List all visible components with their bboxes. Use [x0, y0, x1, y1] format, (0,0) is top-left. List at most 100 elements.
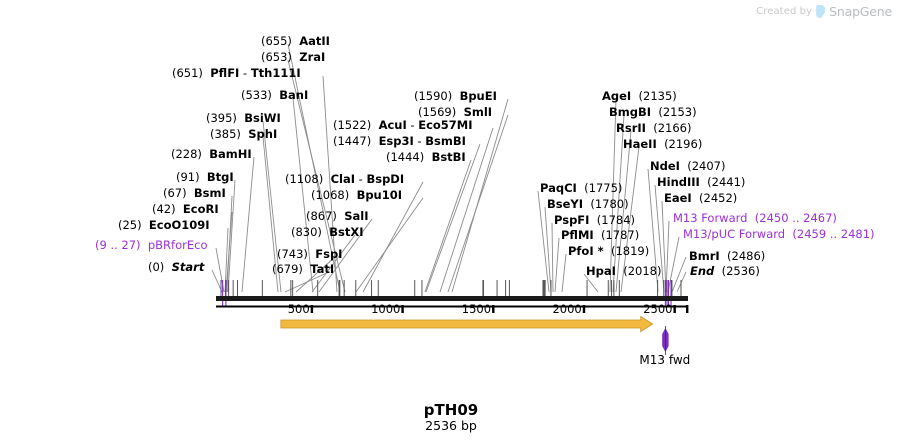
map-label[interactable]: (42) EcoRI	[152, 203, 219, 216]
label-enzyme-name: BstBI	[431, 150, 466, 164]
map-label[interactable]: (228) BamHI	[171, 148, 252, 161]
leader-line	[583, 273, 599, 293]
map-label[interactable]: (91) BtgI	[176, 171, 234, 184]
label-position: (2153)	[658, 105, 697, 119]
map-label[interactable]: BmrI (2486)	[689, 250, 765, 263]
label-position: (533)	[241, 88, 272, 102]
backbone-group	[216, 296, 688, 308]
ruler-tick-label: 1000	[371, 302, 401, 316]
label-separator: -	[354, 172, 367, 186]
leader-line	[362, 181, 424, 293]
map-label[interactable]: (1447) Esp3I - BsmBI	[333, 135, 466, 148]
map-label[interactable]: PaqCI (1775)	[540, 182, 622, 195]
feature-tick-group	[222, 280, 672, 307]
label-position: (67)	[163, 186, 187, 200]
leader-line	[318, 218, 373, 293]
map-label[interactable]: (25) EcoO109I	[118, 219, 210, 232]
label-enzyme-name: Bpu10I	[356, 188, 403, 202]
ruler-tick	[401, 305, 404, 313]
label-enzyme-name: HaeII	[623, 137, 657, 151]
map-label[interactable]: PspFI (1784)	[554, 214, 635, 227]
label-enzyme-name: PaqCI	[540, 181, 577, 195]
label-enzyme-name: Start	[171, 260, 205, 274]
label-position: (2166)	[653, 121, 692, 135]
label-enzyme-name: AcuI	[378, 118, 407, 132]
label-enzyme-name: HpaI	[586, 264, 616, 278]
leader-line	[667, 236, 680, 293]
label-enzyme-name: BstXI	[329, 225, 364, 239]
map-label[interactable]: (655) AatII	[261, 35, 330, 48]
label-enzyme-name: M13 Forward	[673, 211, 748, 225]
leader-line	[654, 184, 665, 293]
label-enzyme-name: ClaI	[330, 172, 355, 186]
map-label[interactable]: (743) FspI	[277, 248, 342, 261]
label-position: (2486)	[727, 249, 766, 263]
label-enzyme-name: BmrI	[689, 249, 720, 263]
label-position: (1522)	[333, 118, 372, 132]
map-label[interactable]: (1522) AcuI - Eco57MI	[333, 119, 473, 132]
leader-line	[292, 97, 314, 293]
map-label[interactable]: (9 .. 27) pBRforEco	[95, 239, 207, 252]
map-label[interactable]: (0) Start	[148, 261, 204, 274]
map-label[interactable]: (67) BsmI	[163, 187, 226, 200]
map-label[interactable]: (533) BanI	[241, 89, 308, 102]
primer-marker-label: M13 fwd	[639, 353, 691, 367]
map-label[interactable]: (1590) BpuEI	[414, 90, 497, 103]
map-label[interactable]: RsrII (2166)	[616, 122, 692, 135]
map-label[interactable]: (679) TatI	[272, 263, 334, 276]
label-position: (867)	[306, 209, 337, 223]
map-label[interactable]: (385) SphI	[210, 128, 277, 141]
label-position: (1780)	[590, 197, 629, 211]
map-label[interactable]: (867) SalI	[306, 210, 369, 223]
label-enzyme-name: PflFI	[210, 66, 240, 80]
leader-line	[287, 43, 341, 293]
label-enzyme-name: BtgI	[206, 170, 234, 184]
map-label[interactable]: (395) BsiWI	[206, 112, 281, 125]
label-enzyme-name: BsmI	[193, 186, 226, 200]
map-label[interactable]: (1108) ClaI - BspDI	[285, 173, 404, 186]
orf-arrow-group[interactable]	[280, 315, 654, 333]
label-separator: -	[406, 118, 419, 132]
map-label[interactable]: PfoI * (1819)	[568, 245, 649, 258]
map-label[interactable]: PflMI (1787)	[561, 229, 639, 242]
map-label[interactable]: (1068) Bpu10I	[311, 189, 402, 202]
map-label[interactable]: BseYI (1780)	[547, 198, 629, 211]
orf-arrow[interactable]	[280, 315, 654, 333]
label-enzyme-name: SphI	[248, 127, 278, 141]
leader-line	[554, 237, 560, 293]
plasmid-backbone[interactable]	[216, 296, 688, 301]
label-position: (2452)	[699, 191, 738, 205]
label-position: (2536)	[721, 264, 760, 278]
map-label[interactable]: M13 Forward (2450 .. 2467)	[673, 212, 837, 225]
map-label[interactable]: (653) ZraI	[261, 51, 325, 64]
primer-marker-group[interactable]	[662, 326, 669, 355]
leader-line	[355, 197, 424, 293]
plasmid-title: pTH09	[423, 401, 479, 419]
map-label[interactable]: (651) PflFI - Tth111I	[172, 67, 301, 80]
label-enzyme-name: M13/pUC Forward	[683, 227, 786, 241]
label-position: (2196)	[664, 137, 703, 151]
label-position: (0)	[148, 260, 165, 274]
map-label[interactable]: (830) BstXI	[291, 226, 364, 239]
label-position: (2135)	[638, 89, 677, 103]
leader-line	[671, 256, 687, 293]
map-label[interactable]: AgeI (2135)	[602, 90, 677, 103]
leader-line	[322, 75, 338, 293]
map-label[interactable]: EaeI (2452)	[664, 192, 737, 205]
map-label[interactable]: (1569) SmlI	[418, 106, 492, 119]
map-label[interactable]: BmgBI (2153)	[609, 106, 697, 119]
map-label[interactable]: (1444) BstBI	[386, 151, 466, 164]
label-position: (25)	[118, 218, 142, 232]
map-label[interactable]: M13/pUC Forward (2459 .. 2481)	[683, 228, 875, 241]
label-enzyme-name-2: BsmBI	[425, 134, 466, 148]
leader-line	[425, 143, 481, 293]
leader-lines-group	[211, 43, 687, 293]
label-position: (91)	[176, 170, 200, 184]
map-label[interactable]: HpaI (2018)	[586, 265, 661, 278]
map-label[interactable]: NdeI (2407)	[650, 160, 726, 173]
map-label[interactable]: End (2536)	[690, 265, 760, 278]
label-enzyme-name: SalI	[344, 209, 369, 223]
leader-line	[551, 222, 554, 293]
map-label[interactable]: HindIII (2441)	[657, 176, 745, 189]
map-label[interactable]: HaeII (2196)	[623, 138, 702, 151]
